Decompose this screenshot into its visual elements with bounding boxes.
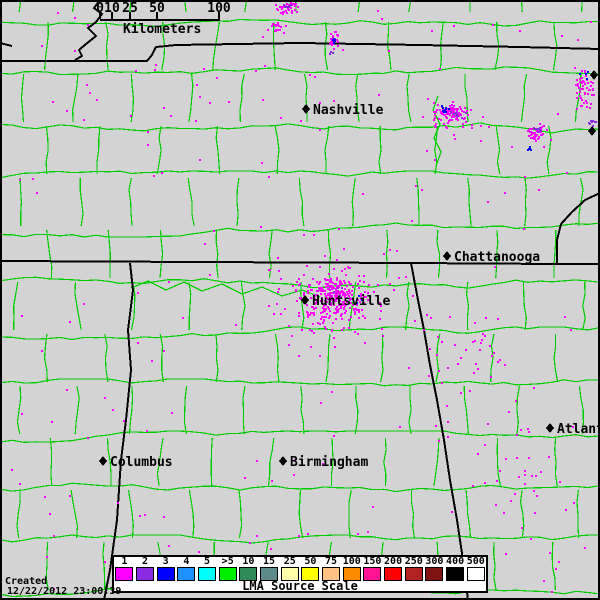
legend-entry-50: 50	[300, 557, 321, 581]
created-stamp: Created 12/22/2012 23:00:39	[5, 577, 121, 597]
legend-entry-label: 75	[325, 556, 338, 567]
legend-entry-5: 5	[197, 557, 218, 581]
legend-entry-label: 25	[283, 556, 296, 567]
legend-color-swatch	[425, 567, 444, 581]
legend-entry-label: 250	[404, 556, 423, 567]
legend-entry-label: 400	[446, 556, 465, 567]
legend-entry-label: 10	[242, 556, 255, 567]
river-lines	[130, 95, 442, 298]
legend-color-swatch	[115, 567, 134, 581]
legend-entry-label: 3	[162, 556, 169, 567]
legend-color-swatch	[342, 567, 361, 581]
lightning-source-dots	[11, 2, 597, 593]
city-marker-icon	[588, 126, 596, 136]
legend-entry-2: 2	[135, 557, 156, 581]
city-marker-icon	[546, 423, 554, 433]
legend-entry-300: 300	[424, 557, 445, 581]
legend-entry-gt5: >5	[217, 557, 238, 581]
legend-entry-250: 250	[403, 557, 424, 581]
created-label: Created	[5, 576, 48, 587]
legend-entry-label: 2	[141, 556, 149, 567]
legend-entry-label: 4	[183, 556, 190, 567]
legend-entry-200: 200	[383, 557, 404, 581]
legend-color-swatch	[280, 567, 299, 581]
legend-color-swatch	[198, 567, 217, 581]
legend-entry-label: 200	[384, 556, 403, 567]
legend-color-swatch	[384, 567, 403, 581]
legend-entry-label: 150	[363, 556, 382, 567]
legend-entry-15: 15	[259, 557, 280, 581]
legend-color-swatch	[260, 567, 279, 581]
city-marker-icon	[279, 456, 287, 466]
legend-entry-label: 15	[263, 556, 276, 567]
legend-entry-4: 4	[176, 557, 197, 581]
legend-entry-400: 400	[445, 557, 466, 581]
legend-color-swatch	[301, 567, 320, 581]
legend-entry-10: 10	[238, 557, 259, 581]
city-marker-icon	[590, 70, 598, 80]
legend-color-swatch	[177, 567, 196, 581]
city-marker-icon	[443, 251, 451, 261]
legend-color-swatch	[156, 567, 175, 581]
legend-entry-25: 25	[279, 557, 300, 581]
legend-color-swatch	[239, 567, 258, 581]
created-timestamp: 12/22/2012 23:00:39	[7, 586, 122, 597]
legend-color-swatch	[136, 567, 154, 581]
city-marker-icon	[302, 104, 310, 114]
legend-entry-label: 1	[121, 556, 128, 567]
legend-entry-label: 500	[466, 556, 485, 567]
legend-entry-150: 150	[362, 557, 383, 581]
legend-entry-label: 100	[342, 556, 361, 567]
city-marker-icon	[99, 456, 107, 466]
legend-swatches: 1 2 3 4 5 >5 10 15 25 50 75 100 150 200 250 300 400 500	[114, 557, 486, 581]
legend-entry-100: 100	[341, 557, 362, 581]
city-markers	[99, 70, 598, 466]
legend-color-swatch	[446, 567, 465, 581]
legend-entry-1: 1	[114, 557, 135, 581]
legend-entry-label: 50	[304, 556, 317, 567]
legend-entry-3: 3	[155, 557, 176, 581]
legend-entry-500: 500	[465, 557, 486, 581]
legend-color-swatch	[322, 567, 341, 581]
legend-title: LMA Source Scale	[242, 579, 358, 593]
city-marker-icon	[301, 295, 309, 305]
legend-entry-label: >5	[221, 556, 234, 567]
legend-color-swatch	[363, 567, 382, 581]
legend: 1 2 3 4 5 >5 10 15 25 50 75 100 150 200 250 300 400 500 L…	[112, 555, 488, 593]
legend-color-swatch	[404, 567, 423, 581]
legend-entry-label: 300	[425, 556, 444, 567]
legend-entry-label: 5	[204, 556, 211, 567]
legend-entry-75: 75	[321, 557, 342, 581]
legend-color-swatch	[218, 567, 237, 581]
legend-color-swatch	[466, 567, 485, 581]
